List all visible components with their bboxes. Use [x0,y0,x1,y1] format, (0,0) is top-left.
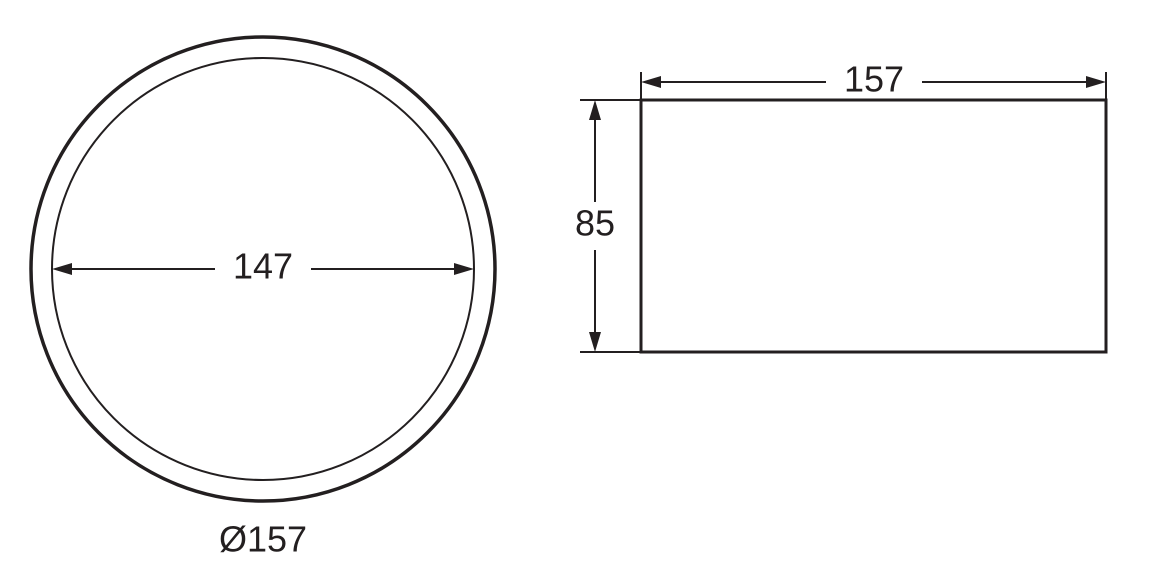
arrowhead [1086,76,1106,88]
arrowhead [589,332,601,352]
side-view-rect [641,100,1106,352]
arrowhead [589,100,601,120]
width-dim-value: 157 [844,59,904,100]
arrowhead [454,263,474,275]
height-dim-value: 85 [575,203,615,244]
arrowhead [641,76,661,88]
arrowhead [52,263,72,275]
outer-diameter-label: Ø157 [219,519,307,560]
inner-diameter-value: 147 [233,246,293,287]
